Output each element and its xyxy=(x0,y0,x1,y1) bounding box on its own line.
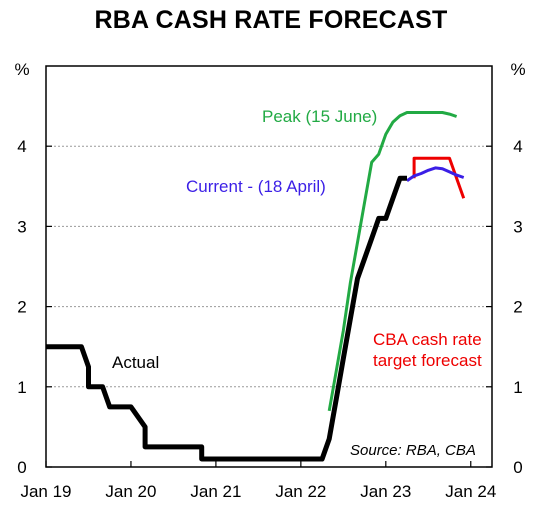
source-note: Source: RBA, CBA xyxy=(350,442,476,459)
tick-marks xyxy=(45,145,492,468)
xtick-label: Jan 22 xyxy=(275,482,326,501)
series-line-3 xyxy=(412,156,466,199)
xtick-label: Jan 24 xyxy=(445,482,496,501)
actual-label: Actual xyxy=(112,353,159,372)
ytick-label-right: 1 xyxy=(513,378,522,397)
cba-label-line1: CBA cash rate xyxy=(373,330,482,349)
ytick-label-right: 0 xyxy=(513,458,522,477)
series-line-0 xyxy=(46,175,407,462)
y-unit-right: % xyxy=(510,60,525,79)
ytick-label-left: 3 xyxy=(17,217,26,236)
cba-label-line2: target forecast xyxy=(373,351,482,370)
chart-title: RBA CASH RATE FORECAST xyxy=(94,6,448,34)
xtick-label: Jan 21 xyxy=(190,482,241,501)
annotations: Peak (15 June) Current - (18 April) Actual… xyxy=(112,107,482,459)
y-unit-left: % xyxy=(14,60,29,79)
current-label: Current - (18 April) xyxy=(186,177,326,196)
ytick-label-left: 0 xyxy=(17,458,26,477)
ytick-label-left: 4 xyxy=(17,137,26,156)
series-line-1 xyxy=(327,111,458,412)
series-line-2 xyxy=(406,166,465,182)
ytick-label-left: 1 xyxy=(17,378,26,397)
axis-labels: 0 0 1 1 2 2 3 3 4 4% % Jan 19 Jan 20 Jan 21 Jan 22 Jan … xyxy=(14,60,525,501)
ytick-label-right: 2 xyxy=(513,298,522,317)
ytick-label-left: 2 xyxy=(17,298,26,317)
ytick-label-right: 4 xyxy=(513,137,522,156)
peak-label: Peak (15 June) xyxy=(262,107,377,126)
xtick-label: Jan 20 xyxy=(105,482,156,501)
series-lines xyxy=(46,111,466,462)
ytick-label-right: 3 xyxy=(513,217,522,236)
xtick-label: Jan 23 xyxy=(360,482,411,501)
plot-frame xyxy=(45,65,493,468)
xtick-label: Jan 19 xyxy=(20,482,71,501)
